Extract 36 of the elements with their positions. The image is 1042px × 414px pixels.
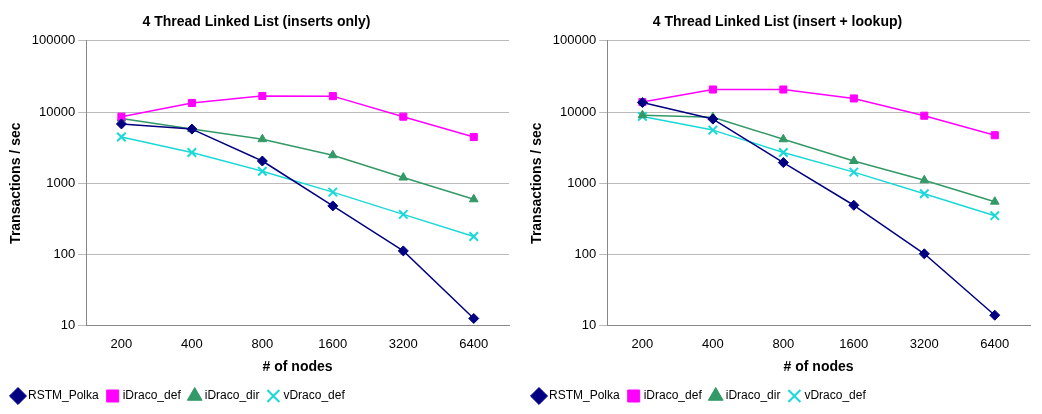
y-axis-title: Transactions / sec: [528, 122, 545, 244]
legend-label: vDraco_def: [283, 388, 346, 403]
y-tick-label: 10: [581, 317, 597, 333]
y-axis-title: Transactions / sec: [7, 122, 24, 244]
x-tick-label: 1600: [839, 335, 869, 351]
x-tick-label: 200: [110, 335, 133, 351]
y-tick-label: 10000: [560, 103, 597, 119]
x-tick-label: 1600: [318, 335, 348, 351]
x-tick-label: 400: [702, 335, 724, 351]
legend-label: iDraco_dir: [204, 388, 260, 403]
chart-title: 4 Thread Linked List (insert + lookup): [652, 13, 903, 30]
y-tick-label: 100: [53, 245, 76, 261]
legend-label: vDraco_def: [804, 388, 867, 403]
x-axis-title: # of nodes: [262, 358, 333, 375]
x-tick-label: 400: [181, 335, 203, 351]
x-tick-label: 3200: [388, 335, 418, 351]
y-tick-label: 100000: [552, 32, 597, 48]
legend-label: iDraco_def: [122, 388, 182, 403]
y-tick-label: 100: [574, 245, 597, 261]
y-tick-label: 10000: [39, 103, 76, 119]
y-tick-label: 10: [60, 317, 76, 333]
x-tick-label: 800: [772, 335, 795, 351]
x-tick-label: 800: [251, 335, 274, 351]
y-tick-label: 1000: [567, 174, 597, 190]
legend-label: RSTM_Polka: [549, 388, 621, 403]
x-tick-label: 200: [631, 335, 654, 351]
y-tick-label: 1000: [46, 174, 76, 190]
chart-title: 4 Thread Linked List (inserts only): [142, 13, 371, 30]
x-tick-label: 6400: [459, 335, 489, 351]
x-tick-label: 3200: [909, 335, 939, 351]
x-tick-label: 6400: [980, 335, 1010, 351]
legend-label: iDraco_dir: [725, 388, 781, 403]
y-tick-label: 100000: [31, 32, 76, 48]
legend-label: RSTM_Polka: [28, 388, 100, 403]
legend-label: iDraco_def: [643, 388, 703, 403]
x-axis-title: # of nodes: [783, 358, 854, 375]
